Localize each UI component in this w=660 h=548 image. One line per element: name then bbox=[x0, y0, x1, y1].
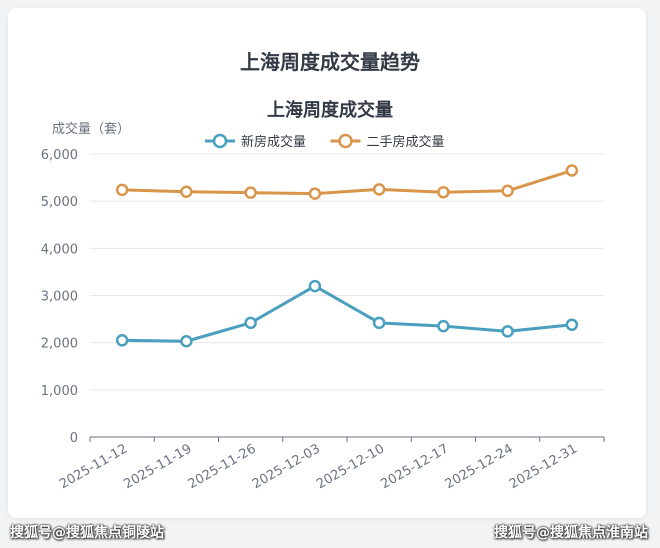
data-point bbox=[501, 325, 514, 338]
data-point bbox=[437, 319, 450, 333]
watermark-right: 搜狐号@搜狐焦点淮南站 bbox=[494, 525, 648, 541]
data-point bbox=[244, 316, 257, 330]
x-tick-label: 2025-11-19 bbox=[121, 441, 194, 492]
x-tick-label: 2025-12-31 bbox=[507, 441, 580, 492]
data-point bbox=[437, 185, 450, 199]
data-point bbox=[308, 187, 322, 200]
y-tick-label: 3,000 bbox=[41, 290, 78, 305]
y-tick-label: 2,000 bbox=[41, 337, 78, 352]
x-tick-label: 2025-11-26 bbox=[186, 441, 259, 492]
chart-title: 上海周度成交量 bbox=[267, 100, 393, 121]
y-tick-label: 6,000 bbox=[41, 148, 78, 163]
x-tick-label: 2025-12-03 bbox=[250, 441, 323, 492]
x-tick-label: 2025-11-12 bbox=[57, 441, 130, 492]
x-tick-label: 2025-12-17 bbox=[378, 441, 451, 492]
chart-card bbox=[8, 8, 646, 518]
data-point bbox=[565, 318, 579, 331]
data-point bbox=[115, 334, 129, 347]
legend-marker bbox=[212, 133, 228, 149]
legend-marker bbox=[338, 133, 353, 149]
data-point bbox=[244, 186, 257, 199]
legend-label: 二手房成交量 bbox=[367, 134, 445, 150]
series-line bbox=[122, 284, 573, 343]
data-point bbox=[180, 185, 193, 198]
page-title: 上海周度成交量趋势 bbox=[240, 50, 420, 74]
legend-label: 新房成交量 bbox=[241, 134, 306, 150]
y-tick-label: 5,000 bbox=[41, 195, 78, 210]
data-point bbox=[565, 164, 579, 177]
watermark-left: 搜狐号@搜狐焦点铜陵站 bbox=[10, 525, 164, 541]
data-point bbox=[308, 279, 322, 293]
data-point bbox=[115, 183, 129, 197]
y-tick-label: 1,000 bbox=[41, 384, 78, 399]
y-axis-label: 成交量（套） bbox=[52, 121, 130, 137]
x-tick-label: 2025-12-24 bbox=[443, 441, 516, 492]
data-point bbox=[372, 183, 386, 196]
y-tick-label: 4,000 bbox=[41, 242, 78, 257]
x-tick-label: 2025-12-10 bbox=[314, 441, 387, 492]
y-tick-label: 0 bbox=[70, 431, 78, 446]
series-line bbox=[122, 169, 573, 196]
data-point bbox=[501, 184, 514, 198]
line-chart: 成交量（套） 0 1,000 2,000 3,000 4,000 5,000 6,000 202… bbox=[41, 121, 605, 492]
data-point bbox=[372, 316, 386, 330]
data-point bbox=[180, 335, 193, 348]
